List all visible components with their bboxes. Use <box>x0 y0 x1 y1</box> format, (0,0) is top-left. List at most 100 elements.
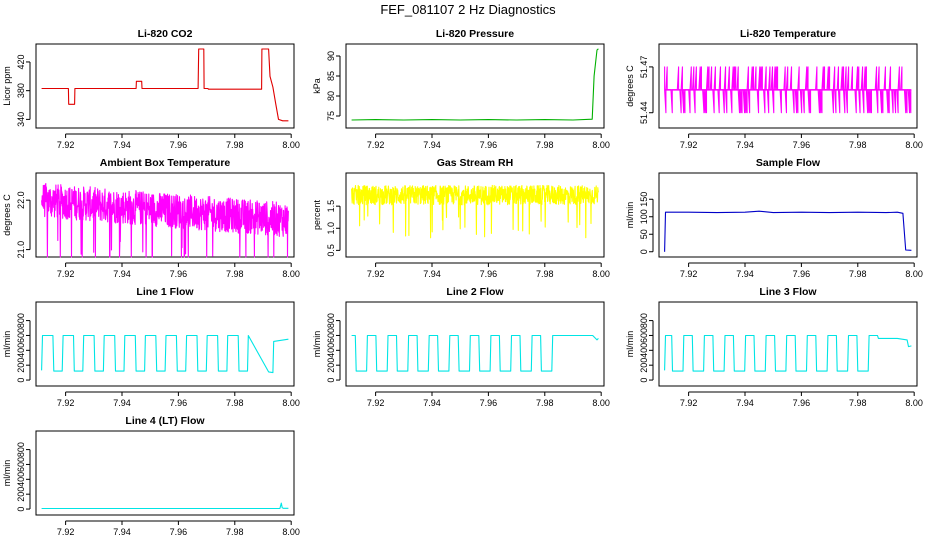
y-axis-label: ml/min <box>2 331 12 358</box>
x-tick-label: 7.92 <box>57 527 75 537</box>
chart-panel-co2: Li-820 CO2 7.92 7.94 7.96 7.98 8.00 340 380 420 L… <box>2 28 300 150</box>
data-series-line <box>41 182 289 258</box>
y-axis-label: kPa <box>312 78 322 94</box>
y-tick-label: 200 <box>639 358 649 373</box>
chart-title: Line 2 Flow <box>446 286 504 298</box>
plot-frame <box>345 43 605 129</box>
chart-title: Li-820 Temperature <box>740 28 836 40</box>
x-tick-label: 8.00 <box>592 398 610 408</box>
y-tick-label: 340 <box>16 112 26 127</box>
y-axis-label: ml/min <box>625 331 635 358</box>
y-tick-label: 600 <box>16 457 26 472</box>
y-tick-label: 90 <box>326 51 336 61</box>
x-tick-label: 7.96 <box>793 140 811 150</box>
y-tick-label: 1.5 <box>326 200 336 213</box>
chart-title: Ambient Box Temperature <box>100 157 231 169</box>
chart-panel-line4-flow: Line 4 (LT) Flow 7.92 7.94 7.96 7.98 8.00 0 200… <box>2 415 300 537</box>
x-tick-label: 7.92 <box>680 269 698 279</box>
y-tick-label: 21.0 <box>16 241 26 259</box>
plot-frame <box>35 430 295 516</box>
y-axis-label: ml/min <box>312 331 322 358</box>
x-tick-label: 8.00 <box>592 140 610 150</box>
y-tick-label: 200 <box>16 358 26 373</box>
x-tick-label: 8.00 <box>282 527 300 537</box>
x-tick-label: 7.98 <box>226 140 244 150</box>
chart-panel-sample-flow: Sample Flow 7.92 7.94 7.96 7.98 8.00 0 50 100 150… <box>625 157 923 279</box>
chart-title: Line 1 Flow <box>136 286 194 298</box>
x-tick-label: 7.92 <box>367 269 385 279</box>
x-tick-label: 7.92 <box>680 140 698 150</box>
y-tick-label: 1.0 <box>326 222 336 235</box>
x-tick-label: 7.96 <box>793 398 811 408</box>
plot-frame <box>658 301 918 387</box>
x-tick-label: 7.98 <box>849 398 867 408</box>
data-series-line <box>351 184 599 239</box>
chart-title: Gas Stream RH <box>437 157 513 169</box>
chart-title: Li-820 Pressure <box>436 28 514 40</box>
y-tick-label: 50 <box>639 229 649 239</box>
chart-panel-line1-flow: Line 1 Flow 7.92 7.94 7.96 7.98 8.00 0 20040060… <box>2 286 300 408</box>
y-tick-label: 0 <box>639 378 649 383</box>
x-tick-label: 8.00 <box>282 398 300 408</box>
y-tick-label: 0.5 <box>326 244 336 257</box>
plot-frame <box>35 301 295 387</box>
x-tick-label: 7.92 <box>57 269 75 279</box>
x-tick-label: 7.96 <box>170 269 188 279</box>
x-tick-label: 8.00 <box>592 269 610 279</box>
x-tick-label: 7.98 <box>226 269 244 279</box>
x-tick-label: 7.98 <box>849 140 867 150</box>
x-tick-label: 7.94 <box>736 140 754 150</box>
y-tick-label: 0 <box>16 378 26 383</box>
x-tick-label: 7.92 <box>57 140 75 150</box>
y-tick-label: 0 <box>639 249 649 254</box>
y-tick-label: 51.47 <box>639 56 649 79</box>
y-tick-label: 420 <box>16 54 26 69</box>
x-tick-label: 7.96 <box>170 527 188 537</box>
chart-title: Sample Flow <box>756 157 821 169</box>
plot-frame <box>35 43 295 129</box>
plot-frame <box>35 172 295 258</box>
chart-title: Li-820 CO2 <box>138 28 193 40</box>
data-series-line <box>664 66 912 114</box>
x-tick-label: 8.00 <box>905 269 923 279</box>
plot-frame <box>658 172 918 258</box>
x-tick-label: 7.94 <box>423 269 441 279</box>
chart-panel-li820-temp: Li-820 Temperature 7.92 7.94 7.96 7.98 8.00 51… <box>625 28 923 150</box>
x-tick-label: 7.94 <box>423 398 441 408</box>
plot-frame <box>658 43 918 129</box>
x-tick-label: 7.92 <box>367 140 385 150</box>
y-tick-label: 150 <box>639 192 649 207</box>
y-tick-label: 0 <box>326 378 336 383</box>
data-series-line <box>664 334 912 372</box>
y-axis-label: ml/min <box>2 460 12 487</box>
chart-title: Line 3 Flow <box>759 286 817 298</box>
x-tick-label: 7.96 <box>480 140 498 150</box>
x-tick-label: 7.98 <box>849 269 867 279</box>
data-series-line <box>664 210 912 252</box>
data-series-line <box>41 334 289 374</box>
y-tick-label: 600 <box>16 328 26 343</box>
y-axis-label: Licor ppm <box>2 66 12 106</box>
plot-frame <box>345 172 605 258</box>
x-tick-label: 8.00 <box>282 269 300 279</box>
x-tick-label: 8.00 <box>282 140 300 150</box>
y-tick-label: 200 <box>326 358 336 373</box>
y-tick-label: 22.0 <box>16 191 26 209</box>
figure-title: FEF_081107 2 Hz Diagnostics <box>380 2 556 17</box>
x-tick-label: 7.94 <box>113 527 131 537</box>
x-tick-label: 7.98 <box>536 398 554 408</box>
x-tick-label: 7.94 <box>736 269 754 279</box>
y-tick-label: 800 <box>16 313 26 328</box>
y-tick-label: 400 <box>326 343 336 358</box>
y-tick-label: 800 <box>16 442 26 457</box>
y-tick-label: 380 <box>16 83 26 98</box>
y-axis-label: degrees C <box>2 194 12 236</box>
chart-title: Line 4 (LT) Flow <box>125 415 205 427</box>
y-axis-label: degrees C <box>625 65 635 107</box>
chart-panel-ambient-box-temp: Ambient Box Temperature 7.92 7.94 7.96 7.98 8… <box>2 157 300 279</box>
x-tick-label: 7.94 <box>736 398 754 408</box>
chart-panel-pressure: Li-820 Pressure 7.92 7.94 7.96 7.98 8.00 75 80 8… <box>312 28 610 150</box>
y-tick-label: 0 <box>16 507 26 512</box>
data-series-line <box>351 334 599 372</box>
y-tick-label: 600 <box>326 328 336 343</box>
